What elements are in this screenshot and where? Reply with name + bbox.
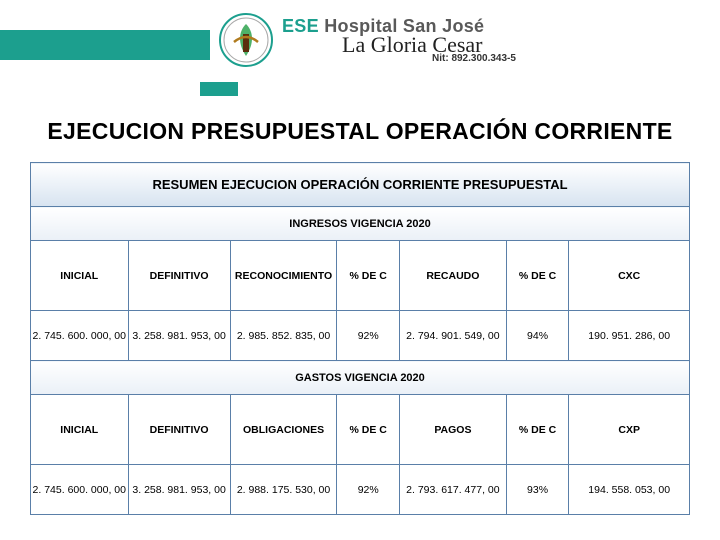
col-header: INICIAL [31,241,129,311]
budget-summary-table: RESUMEN EJECUCION OPERACIÓN CORRIENTE PR… [30,162,690,515]
header-accent-block [200,82,238,96]
col-header: % DE C [506,395,569,465]
cell-value: 94% [506,311,569,361]
col-header: % DE C [337,395,400,465]
gastos-header-row: INICIAL DEFINITIVO OBLIGACIONES % DE C P… [31,395,690,465]
cell-value: 2. 745. 600. 000, 00 [31,311,129,361]
cell-value: 3. 258. 981. 953, 00 [128,311,230,361]
cell-value: 3. 258. 981. 953, 00 [128,465,230,515]
col-header: INICIAL [31,395,129,465]
col-header: DEFINITIVO [128,241,230,311]
ingresos-data-row: 2. 745. 600. 000, 00 3. 258. 981. 953, 0… [31,311,690,361]
cell-value: 190. 951. 286, 00 [569,311,690,361]
cell-value: 92% [337,311,400,361]
ingresos-section-cell: INGRESOS VIGENCIA 2020 [31,207,690,241]
ingresos-header-row: INICIAL DEFINITIVO RECONOCIMIENTO % DE C… [31,241,690,311]
page-title: EJECUCION PRESUPUESTAL OPERACIÓN CORRIEN… [0,118,720,145]
cell-value: 93% [506,465,569,515]
col-header: CXC [569,241,690,311]
col-header: % DE C [337,241,400,311]
org-name-prefix: ESE [282,16,324,36]
cell-value: 2. 793. 617. 477, 00 [400,465,507,515]
col-header: % DE C [506,241,569,311]
col-header: DEFINITIVO [128,395,230,465]
cell-value: 92% [337,465,400,515]
col-header: OBLIGACIONES [230,395,337,465]
hospital-logo-icon [218,12,274,68]
gastos-data-row: 2. 745. 600. 000, 00 3. 258. 981. 953, 0… [31,465,690,515]
cell-value: 2. 745. 600. 000, 00 [31,465,129,515]
cell-value: 2. 985. 852. 835, 00 [230,311,337,361]
col-header: PAGOS [400,395,507,465]
cell-value: 194. 558. 053, 00 [569,465,690,515]
resume-title-cell: RESUMEN EJECUCION OPERACIÓN CORRIENTE PR… [31,163,690,207]
col-header: RECAUDO [400,241,507,311]
cell-value: 2. 794. 901. 549, 00 [400,311,507,361]
org-logo-block: ESE Hospital San José La Gloria Cesar Ni… [218,12,516,68]
col-header: CXP [569,395,690,465]
header-accent-bar [0,30,210,60]
cell-value: 2. 988. 175. 530, 00 [230,465,337,515]
col-header: RECONOCIMIENTO [230,241,337,311]
gastos-section-cell: GASTOS VIGENCIA 2020 [31,361,690,395]
